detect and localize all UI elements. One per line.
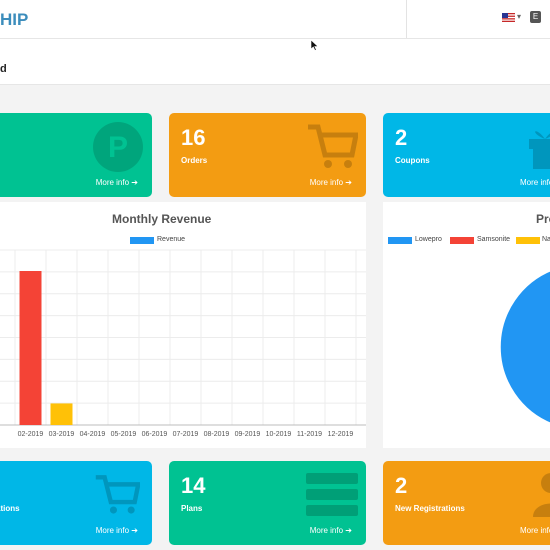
stat-label: Plans [181,504,203,513]
stat-box-orders: 16 Orders More info ➔ [169,113,366,197]
page-title: d [0,63,7,75]
content-header [0,39,550,85]
pie-slice[interactable] [499,270,550,424]
stat-label: Coupons [395,156,430,165]
stat-box-registrations: ations More info ➔ [0,461,152,545]
revenue-chart-panel: Monthly Revenue Revenue 02-2019 03-2019 04… [0,202,366,448]
bar [19,271,42,425]
legend-swatch[interactable] [450,237,474,244]
stat-label: Orders [181,156,208,165]
more-info-link[interactable]: More info [520,178,550,187]
stat-box-new-registrations: 2 New Registrations More info [383,461,550,545]
cart-icon [306,123,360,176]
mouse-cursor-icon [311,40,319,51]
stat-count: 2 [395,473,408,498]
product-chart-panel: Pro Lowepro Samsonite Na [383,202,550,448]
x-tick-label: 09-2019 [235,431,261,438]
arrow-circle-right-icon: ➔ [345,178,352,187]
more-info-link[interactable]: More info ➔ [95,178,138,187]
top-navbar [0,0,550,39]
svg-text:P: P [108,131,128,164]
server-icon [306,473,358,522]
parking-icon: P [92,121,144,178]
us-flag-icon[interactable] [502,13,515,22]
stat-box-plans: 14 Plans More info ➔ [169,461,366,545]
x-tick-label: 08-2019 [204,431,230,438]
legend-swatch[interactable] [130,237,154,244]
x-tick-label: 03-2019 [49,431,75,438]
chart-title: Pro [536,212,550,226]
stat-label: New Registrations [395,504,465,513]
stat-count: 2 [395,125,408,150]
legend-label[interactable]: Na [542,236,550,243]
x-tick-label: 10-2019 [266,431,292,438]
stat-count: 14 [181,473,206,498]
more-info-link[interactable]: More info [520,526,550,535]
legend-label[interactable]: Samsonite [477,236,511,243]
user-icon [533,471,550,524]
more-info-link[interactable]: More info ➔ [309,178,352,187]
x-tick-label: 07-2019 [173,431,199,438]
bar [50,403,73,425]
chart-title: Monthly Revenue [112,212,212,226]
legend-label[interactable]: Lowepro [415,236,442,243]
navbar-divider [406,0,407,38]
gift-icon [525,123,550,176]
legend-label[interactable]: Revenue [157,236,186,243]
more-info-link[interactable]: More info ➔ [309,526,352,535]
x-tick-label: 11-2019 [297,431,322,438]
stat-box-parking: P More info ➔ [0,113,152,197]
chevron-down-icon[interactable]: ▾ [517,12,522,21]
stat-box-coupons: 2 Coupons More info [383,113,550,197]
stat-count: 16 [181,125,206,150]
product-pie-chart [499,270,550,424]
brand-logo[interactable]: HIP [0,10,29,29]
x-tick-label: 12-2019 [328,431,354,438]
legend-swatch[interactable] [516,237,540,244]
arrow-circle-right-icon: ➔ [131,178,138,187]
x-tick-label: 02-2019 [18,431,44,438]
arrow-circle-right-icon: ➔ [345,526,352,535]
stat-label: ations [0,504,20,513]
cart-icon [94,473,141,522]
legend-swatch[interactable] [388,237,412,244]
more-info-link[interactable]: More info ➔ [95,526,138,535]
x-tick-label: 05-2019 [111,431,137,438]
arrow-circle-right-icon: ➔ [131,526,138,535]
x-tick-label: 04-2019 [80,431,106,438]
revenue-bar-chart: 02-2019 03-2019 04-2019 05-2019 06-2019 07-20… [0,249,366,438]
x-tick-label: 06-2019 [142,431,168,438]
user-menu-button[interactable]: E [530,11,541,23]
